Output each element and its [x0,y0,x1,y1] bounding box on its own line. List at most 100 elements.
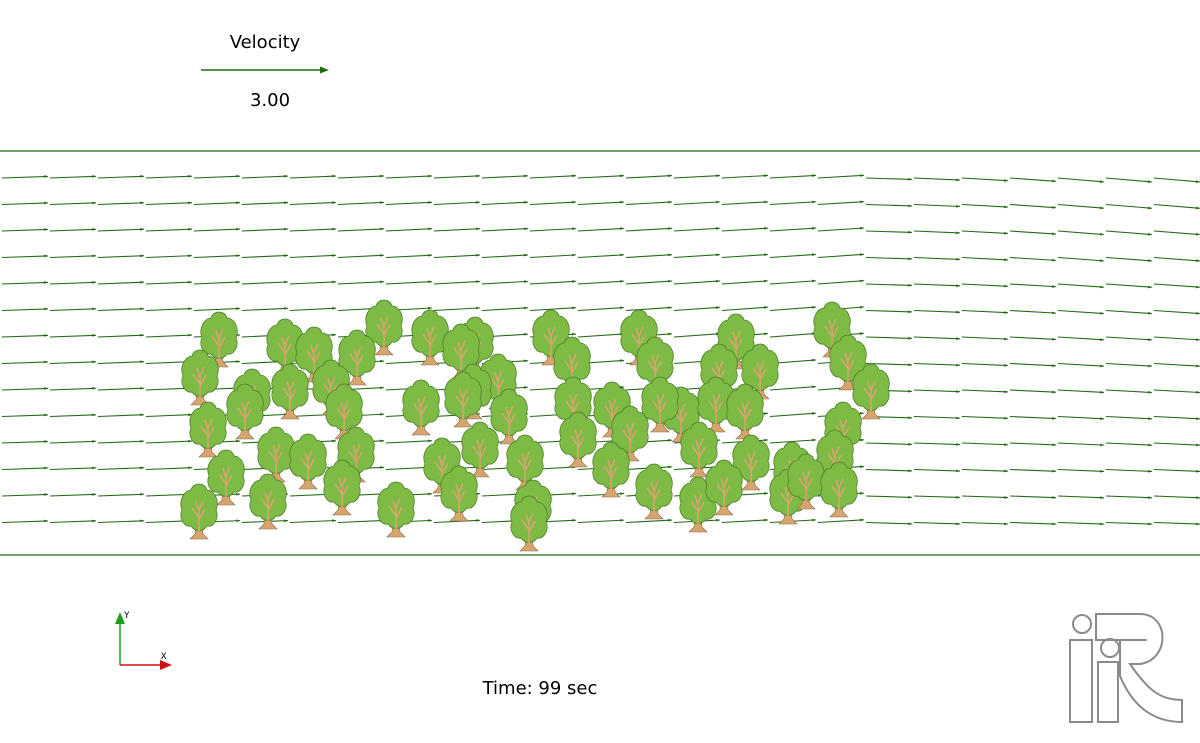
tree-icon [461,421,499,478]
velocity-arrow [769,174,816,179]
velocity-arrow [673,306,720,312]
velocity-arrow [865,521,912,526]
velocity-arrow [97,307,144,312]
tree-icon [559,411,597,468]
velocity-arrow [1009,389,1056,394]
velocity-arrow [49,175,96,179]
velocity-arrow [145,333,192,338]
velocity-arrow [97,386,144,391]
velocity-arrow [961,177,1008,182]
velocity-arrow [577,518,624,524]
velocity-arrow [865,495,912,499]
velocity-arrow [529,227,576,232]
tree-icon [726,383,764,440]
velocity-arrow [241,254,288,259]
velocity-arrow [865,283,912,287]
velocity-arrow [481,306,528,312]
velocity-arrow [49,334,96,338]
velocity-arrow [1057,203,1104,210]
velocity-arrow [1153,442,1200,447]
velocity-arrow [865,362,912,367]
velocity-arrow [1009,336,1056,341]
velocity-arrow [145,254,192,259]
tree-icon [680,421,718,478]
velocity-arrow [193,254,240,259]
velocity-arrow [865,177,912,181]
velocity-arrow [625,200,672,206]
velocity-arrow [577,280,624,285]
tree-icon [271,363,309,420]
tree-icon [257,426,295,483]
tree-icon [592,441,630,498]
velocity-arrow [769,279,816,285]
velocity-arrow [49,201,96,206]
velocity-arrow [721,174,768,179]
velocity-arrow [1,228,48,232]
velocity-arrow [1153,177,1200,183]
velocity-arrow [769,226,816,232]
velocity-arrow [913,521,960,526]
tree-icon [289,433,327,490]
velocity-arrow [385,439,432,444]
orientation-axes [115,612,172,670]
velocity-arrow [769,306,816,312]
velocity-arrow [577,253,624,259]
velocity-arrow [1,360,48,365]
velocity-arrow [1057,256,1104,262]
velocity-arrow [961,442,1008,446]
velocity-arrow [1057,442,1104,447]
legend-title: Velocity [229,32,301,53]
velocity-arrow [913,389,960,393]
velocity-arrow [337,174,384,179]
velocity-arrow [961,415,1008,420]
velocity-arrow [385,174,432,179]
velocity-arrow [673,174,720,179]
velocity-arrow [1,493,48,497]
velocity-arrow [625,279,672,285]
velocity-arrow [241,307,288,312]
velocity-arrow [721,253,768,259]
velocity-arrow [1,175,48,179]
velocity-arrow [625,174,672,179]
velocity-arrow [913,309,960,314]
velocity-arrow [961,362,1008,367]
velocity-arrow [49,440,96,444]
tree-icon [697,376,735,433]
legend-arrow [201,66,329,74]
velocity-arrow [49,254,96,259]
velocity-arrow [577,227,624,232]
velocity-arrow [769,438,816,444]
velocity-arrow [433,519,480,524]
velocity-arrow [721,200,768,206]
velocity-arrow [385,280,432,285]
velocity-arrow [913,203,960,208]
velocity-arrow [385,227,432,232]
velocity-arrow [1153,230,1200,236]
legend-scale-value: 3.00 [249,90,291,111]
velocity-arrow [289,254,336,259]
velocity-arrow [481,200,528,206]
tree-icon [506,434,544,491]
velocity-arrow [1153,336,1200,342]
velocity-arrow [817,200,864,206]
velocity-arrow [913,177,960,182]
iric-logo-icon [1069,613,1183,724]
axis-x-label: X [161,652,167,662]
velocity-arrow [1,307,48,312]
velocity-arrow [289,174,336,179]
velocity-arrow [97,175,144,179]
velocity-arrow [49,519,96,524]
velocity-arrow [817,226,864,232]
velocity-arrow [1105,521,1152,526]
tree-icon [325,383,363,440]
velocity-arrow [337,227,384,232]
tree-icon [189,401,227,458]
tree-icon [180,483,218,540]
velocity-arrow [1009,283,1056,288]
velocity-arrow [1057,362,1104,368]
velocity-arrow [625,518,672,524]
velocity-arrow [913,283,960,288]
velocity-arrow [433,253,480,259]
velocity-arrow [1153,468,1200,473]
